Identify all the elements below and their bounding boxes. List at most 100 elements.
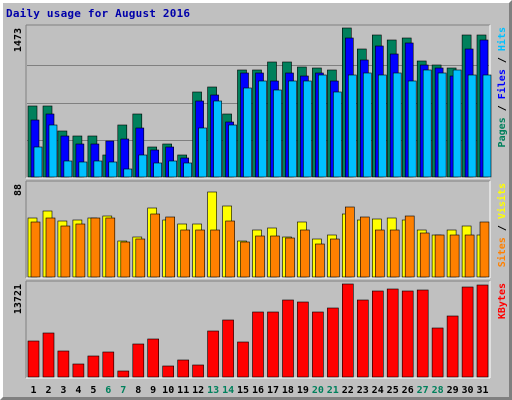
kbytes-bar-day-8 — [132, 343, 145, 378]
hits-bar-day-3 — [63, 160, 73, 178]
sites-bar-day-28 — [434, 234, 445, 278]
x-tick-label-day-14: 14 — [222, 385, 234, 396]
sites-bar-day-16 — [255, 235, 265, 278]
hits-bar-day-12 — [198, 127, 207, 178]
x-tick-label-day-27: 27 — [417, 385, 429, 396]
hits-bar-day-4 — [78, 161, 88, 178]
kbytes-bar-day-28 — [431, 327, 444, 378]
bottom-panel-max-label: 13721 — [13, 284, 24, 314]
kbytes-bar-day-5 — [87, 355, 100, 378]
hits-bar-day-18 — [288, 80, 297, 178]
hits-bar-day-15 — [243, 87, 252, 178]
sites-bar-day-29 — [449, 234, 460, 278]
sites-bar-day-2 — [45, 217, 56, 278]
kbytes-bar-day-20 — [312, 311, 324, 378]
sites-bar-day-21 — [330, 238, 340, 278]
hits-bar-day-10 — [168, 160, 177, 178]
hits-bar-day-17 — [273, 89, 282, 178]
hits-bar-day-31 — [482, 74, 492, 178]
kbytes-bar-day-2 — [42, 332, 55, 378]
hits-bar-day-30 — [467, 74, 477, 178]
x-tick-label-day-16: 16 — [252, 385, 264, 396]
x-tick-label-day-29: 29 — [447, 385, 459, 396]
pages-files-hits-panel — [25, 24, 492, 179]
kbytes-bar-day-29 — [446, 315, 459, 378]
x-tick-label-day-24: 24 — [372, 385, 384, 396]
x-tick-label-day-10: 10 — [162, 385, 174, 396]
x-tick-label-day-22: 22 — [342, 385, 354, 396]
x-tick-label-day-12: 12 — [192, 385, 204, 396]
sites-bar-day-5 — [90, 217, 101, 278]
sites-bar-day-23 — [359, 216, 370, 278]
hits-bar-day-28 — [437, 72, 447, 178]
hits-bar-day-20 — [318, 74, 327, 178]
kbytes-bar-day-25 — [386, 288, 399, 378]
legend-kbytes: KBytes — [497, 283, 508, 319]
x-tick-label-day-15: 15 — [237, 385, 249, 396]
kbytes-bar-day-31 — [476, 284, 489, 378]
kbytes-bar-day-17 — [267, 311, 279, 378]
kbytes-bar-day-9 — [147, 338, 159, 378]
sites-bar-day-24 — [374, 229, 385, 278]
sites-bar-day-25 — [389, 229, 400, 278]
sites-bar-day-17 — [270, 235, 280, 278]
legend-hits: Hits — [496, 27, 508, 51]
legend-separator: / — [497, 51, 508, 69]
kbytes-bar-day-14 — [222, 319, 234, 378]
kbytes-bar-day-4 — [72, 363, 85, 378]
kbytes-bar-day-26 — [401, 290, 414, 378]
x-tick-label-day-11: 11 — [177, 385, 189, 396]
sites-bar-day-7 — [120, 241, 131, 278]
kbytes-bar-day-7 — [117, 370, 130, 378]
kbytes-bar-day-24 — [371, 290, 384, 378]
sites-bar-day-13 — [210, 229, 220, 278]
hits-bar-day-25 — [392, 72, 402, 178]
sites-bar-day-22 — [344, 206, 355, 278]
x-tick-label-day-1: 1 — [30, 385, 36, 396]
usage-chart: 1473 88 13721 Pages / Files / Hits Sites… — [13, 24, 508, 396]
legend-separator: / — [497, 219, 508, 237]
sites-bar-day-15 — [240, 241, 250, 278]
x-tick-label-day-13: 13 — [207, 385, 219, 396]
kbytes-panel — [25, 280, 491, 379]
x-tick-label-day-17: 17 — [267, 385, 279, 396]
bottom-panel-legend: KBytes — [497, 283, 508, 319]
hits-bar-day-6 — [108, 161, 118, 178]
legend-sites: Sites — [496, 237, 508, 267]
hits-bar-day-14 — [228, 124, 237, 178]
hits-bar-day-22 — [347, 74, 357, 178]
x-tick-label-day-23: 23 — [357, 385, 369, 396]
sites-bar-day-27 — [419, 232, 430, 278]
x-tick-label-day-19: 19 — [297, 385, 309, 396]
legend-pages: Pages — [497, 117, 508, 147]
x-tick-label-day-21: 21 — [327, 385, 339, 396]
sites-bar-day-19 — [300, 229, 310, 278]
x-tick-label-day-31: 31 — [476, 385, 488, 396]
hits-bar-day-23 — [362, 72, 372, 178]
hits-bar-day-8 — [138, 154, 148, 178]
kbytes-bar-day-6 — [102, 351, 115, 378]
kbytes-bar-day-19 — [297, 301, 309, 378]
x-tick-label-day-28: 28 — [432, 385, 444, 396]
kbytes-bar-day-3 — [57, 350, 70, 378]
kbytes-bar-day-22 — [341, 283, 354, 378]
kbytes-bar-day-10 — [162, 365, 174, 378]
sites-bar-day-30 — [464, 234, 475, 278]
x-tick-label-day-30: 30 — [461, 385, 473, 396]
x-tick-label-day-6: 6 — [105, 385, 111, 396]
x-tick-label-day-3: 3 — [60, 385, 66, 396]
hits-bar-day-16 — [258, 80, 267, 178]
x-tick-label-day-7: 7 — [120, 385, 126, 396]
middle-panel-legend: Sites / Visits — [496, 183, 508, 267]
hits-bar-day-26 — [407, 80, 417, 178]
x-tick-label-day-18: 18 — [282, 385, 294, 396]
hits-bar-day-11 — [183, 162, 192, 178]
hits-bar-day-19 — [303, 80, 312, 178]
hits-bar-day-27 — [422, 69, 432, 178]
x-tick-label-day-25: 25 — [387, 385, 399, 396]
hits-bar-day-9 — [153, 162, 162, 178]
hits-bar-day-29 — [452, 69, 462, 178]
kbytes-bar-day-30 — [461, 286, 474, 378]
kbytes-bar-day-15 — [237, 341, 249, 378]
sites-bar-day-31 — [479, 221, 490, 278]
